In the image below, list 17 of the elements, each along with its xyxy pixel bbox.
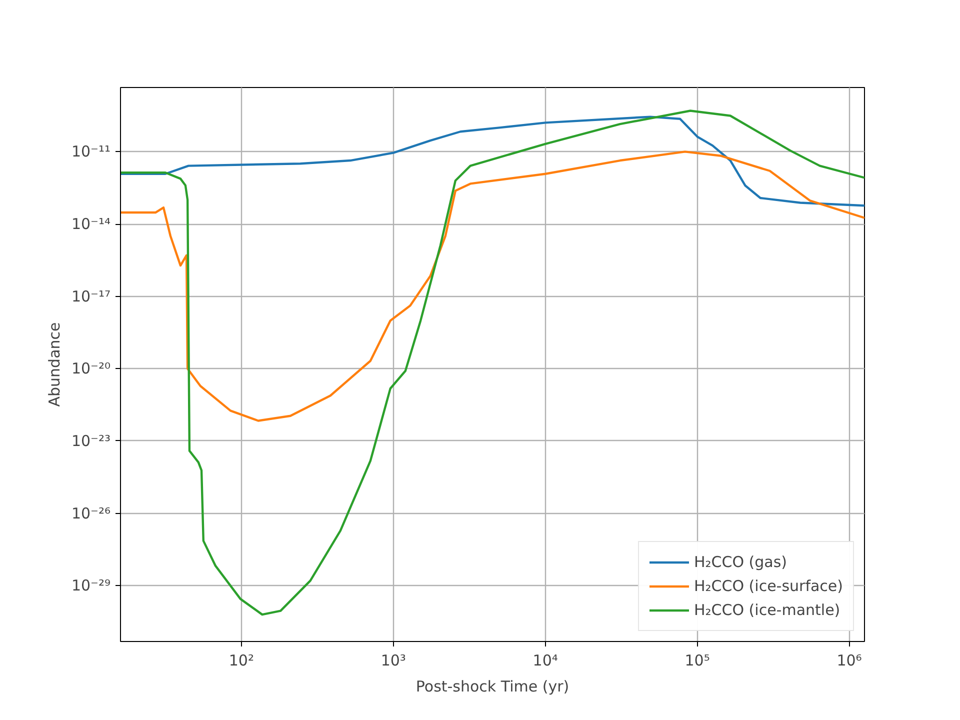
x-tick-label: 10⁶ <box>836 652 862 670</box>
legend-label: H₂CCO (ice-surface) <box>694 577 843 595</box>
y-tick-label: 10⁻¹⁷ <box>71 287 110 306</box>
x-tick-label: 10² <box>228 652 254 670</box>
legend-label: H₂CCO (ice-mantle) <box>694 601 840 619</box>
x-tick-label: 10³ <box>380 652 406 670</box>
x-axis-title: Post-shock Time (yr) <box>416 678 570 696</box>
legend-label: H₂CCO (gas) <box>694 553 788 571</box>
y-axis-title: Abundance <box>45 322 64 407</box>
y-tick-label: 10⁻¹¹ <box>71 142 110 161</box>
y-tick-label: 10⁻²³ <box>71 432 110 450</box>
y-tick-label: 10⁻²⁰ <box>71 360 110 378</box>
y-tick-label: 10⁻²⁹ <box>71 576 110 595</box>
y-tick-label: 10⁻²⁶ <box>71 504 110 522</box>
y-tick-label: 10⁻¹⁴ <box>71 215 110 234</box>
x-tick-label: 10⁵ <box>684 652 710 670</box>
x-tick-label: 10⁴ <box>532 652 558 670</box>
